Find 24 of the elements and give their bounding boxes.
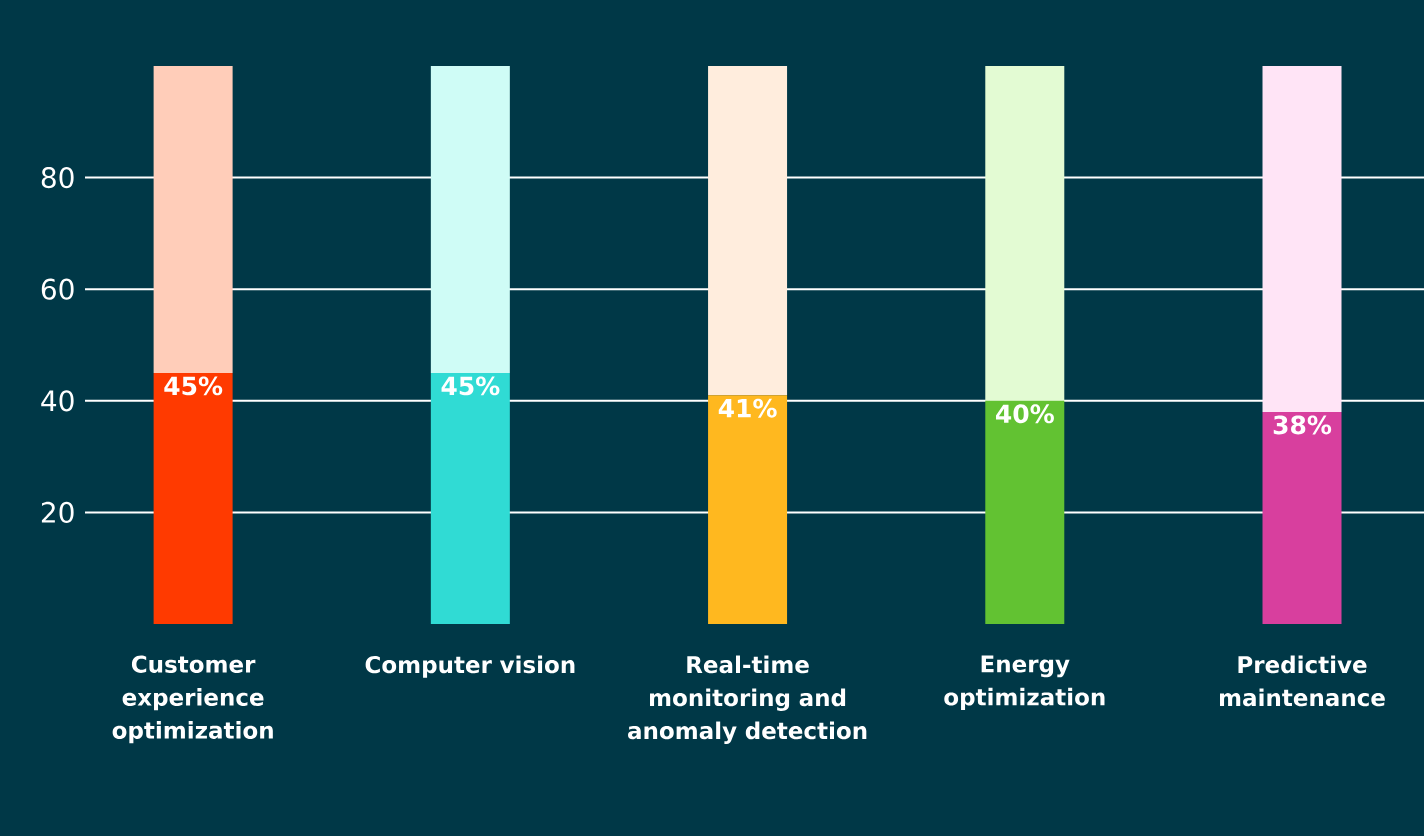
bar (430, 372, 510, 624)
x-tick-label: Computer vision (365, 655, 575, 678)
y-tick-label: 60 (41, 278, 74, 300)
data-label: 45% (441, 376, 500, 396)
bar (153, 65, 233, 373)
y-tick-label: 80 (41, 167, 74, 189)
data-label: 45% (164, 376, 223, 396)
bar (153, 372, 233, 624)
data-label: 41% (718, 398, 777, 418)
x-tick-label: Customer experience optimization (112, 655, 273, 744)
x-tick-label: Real-time monitoring and anomaly detection (628, 655, 867, 744)
data-label: 40% (995, 404, 1054, 424)
x-tick-label: Predictive maintenance (1220, 655, 1385, 707)
bar (708, 65, 788, 396)
data-label: 38% (1273, 415, 1332, 435)
bar (1262, 411, 1342, 624)
bar (1262, 65, 1342, 412)
bar (708, 395, 788, 624)
bar (985, 65, 1065, 401)
y-tick-label: 20 (41, 501, 74, 523)
x-tick-label: Energy optimization (944, 655, 1105, 711)
bar (985, 400, 1065, 624)
y-tick-label: 40 (41, 390, 74, 412)
bar (430, 65, 510, 373)
